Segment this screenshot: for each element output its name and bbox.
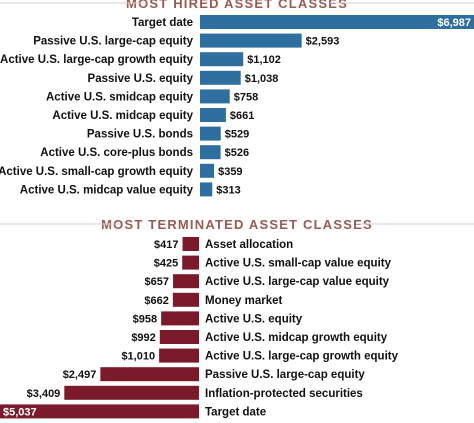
terminated-value-label: $5,037 [3,406,37,418]
terminated-bar [159,348,199,363]
terminated-value-label: $662 [144,295,168,307]
terminated-bar [182,255,199,270]
terminated-bar [161,311,199,326]
terminated-value-label: $657 [145,276,169,288]
hired-category-label: Passive U.S. bonds [87,129,193,141]
hired-chart-title: MOST HIRED ASSET CLASSES [126,0,348,11]
hired-value-label: $359 [218,166,242,178]
hired-value-label: $529 [225,129,249,141]
hired-bar [200,126,221,141]
terminated-value-label: $992 [131,332,155,344]
terminated-category-label: Inflation-protected securities [205,388,363,400]
terminated-category-label: Money market [205,295,283,307]
hired-bar [200,108,226,122]
terminated-value-label: $417 [154,239,178,251]
terminated-value-label: $1,010 [121,351,155,363]
hired-bar [200,89,230,104]
hired-value-label: $758 [234,91,258,103]
terminated-bar [182,237,199,251]
hired-category-label: Target date [132,17,193,29]
hired-bar [200,52,244,67]
hired-bar [200,182,213,197]
terminated-category-label: Active U.S. equity [205,313,303,325]
terminated-bar [173,274,199,289]
hired-value-label: $526 [225,147,249,159]
hired-category-label: Passive U.S. large-cap equity [33,36,193,48]
hired-category-label: Active U.S. small-cap growth equity [0,166,194,178]
terminated-category-label: Active U.S. large-cap value equity [205,276,390,288]
terminated-bar [100,367,199,382]
terminated-bar [159,330,199,344]
hired-value-label: $2,593 [306,36,340,48]
terminated-chart-title: MOST TERMINATED ASSET CLASSES [101,217,373,232]
hired-value-label: $1,102 [247,54,281,66]
terminated-category-label: Passive U.S. large-cap equity [205,369,365,381]
terminated-value-label: $958 [133,313,157,325]
hired-bar [200,163,215,178]
hired-value-label: $313 [216,184,240,196]
hired-category-label: Active U.S. midcap value equity [20,184,194,196]
terminated-category-label: Active U.S. midcap growth equity [205,332,388,344]
hired-category-label: Active U.S. midcap equity [52,110,193,122]
hired-bar [200,145,221,160]
hired-bar [200,15,474,29]
hired-value-label: $1,038 [245,73,279,85]
terminated-bar [172,292,199,307]
hired-category-label: Active U.S. smidcap equity [46,91,194,103]
hired-category-label: Active U.S. core-plus bonds [40,147,193,159]
terminated-value-label: $3,409 [27,388,61,400]
terminated-chart: MOST TERMINATED ASSET CLASSES $417 Asset … [0,217,474,419]
terminated-category-label: Active U.S. small-cap value equity [205,258,392,270]
terminated-bar [0,404,199,419]
hired-category-label: Active U.S. large-cap growth equity [0,54,194,66]
terminated-bar [64,385,199,400]
terminated-category-label: Target date [205,406,266,418]
terminated-value-label: $2,497 [63,369,97,381]
terminated-category-label: Active U.S. large-cap growth equity [205,351,399,363]
hired-value-label: $661 [230,110,254,122]
terminated-category-label: Asset allocation [205,239,293,251]
terminated-value-label: $425 [154,258,178,270]
hired-value-label: $6,987 [437,17,471,29]
hired-category-label: Passive U.S. equity [88,73,194,85]
hired-chart: MOST HIRED ASSET CLASSES Target date $6,9… [0,0,474,197]
hired-bar [200,33,302,48]
hired-bar [200,70,241,85]
